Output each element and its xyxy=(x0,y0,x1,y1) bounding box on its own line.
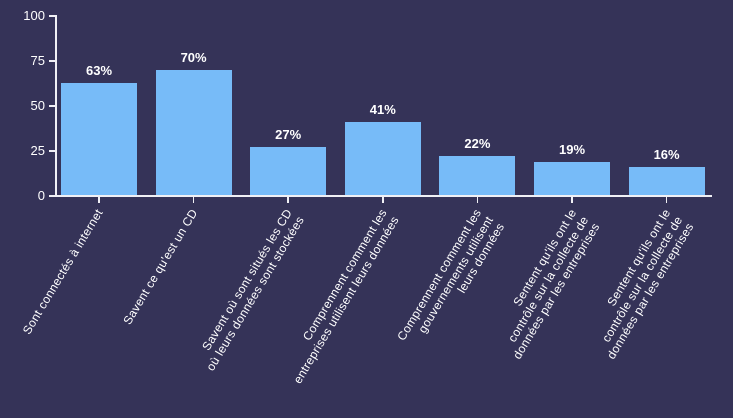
bar xyxy=(534,161,610,195)
x-axis-category-label: Savent où sont situés les CD où leurs don… xyxy=(193,206,308,373)
x-axis-tick xyxy=(192,197,195,203)
bar xyxy=(61,82,137,195)
category-label-line: contrôle sur la collecte de xyxy=(599,213,686,345)
bar-value-label: 22% xyxy=(464,136,491,152)
y-axis-tick xyxy=(49,60,56,62)
y-axis-tick-label: 50 xyxy=(30,98,45,113)
x-axis-category-label: Sont connectés à internet xyxy=(20,206,107,337)
x-axis-tick xyxy=(476,197,479,203)
x-axis-tick xyxy=(665,197,668,203)
category-label-line: gouvernements utilisent xyxy=(415,213,497,336)
category-label-line: Sont connectés à internet xyxy=(20,206,107,337)
bar-value-label: 41% xyxy=(369,102,396,118)
x-axis-line xyxy=(55,195,712,197)
y-axis-tick-label: 0 xyxy=(37,188,45,203)
y-axis-tick xyxy=(49,195,56,197)
y-axis-tick xyxy=(49,15,56,17)
bar xyxy=(439,156,516,195)
y-axis-tick-label: 25 xyxy=(30,143,45,158)
bar xyxy=(155,70,232,195)
bar-value-label: 19% xyxy=(558,141,586,157)
bar-value-label: 27% xyxy=(275,127,302,143)
y-axis-tick xyxy=(49,105,56,107)
y-axis-tick-label: 100 xyxy=(23,8,45,23)
category-label-line: entreprises utilisent leurs données xyxy=(290,213,402,386)
bar-value-label: 16% xyxy=(653,147,680,163)
category-label-line: contrôle sur la collecte de xyxy=(504,213,591,345)
x-axis-tick xyxy=(571,197,573,203)
bar xyxy=(628,167,705,195)
x-axis-tick xyxy=(382,197,384,203)
y-axis-tick xyxy=(49,150,56,152)
bar-value-label: 63% xyxy=(85,62,113,78)
y-axis-line xyxy=(55,15,57,197)
bar-value-label: 70% xyxy=(180,50,207,65)
y-axis-tick-label: 75 xyxy=(30,53,45,68)
x-axis-tick xyxy=(287,197,289,203)
bar xyxy=(250,147,327,195)
bar xyxy=(344,122,421,195)
category-label-line: Savent où sont situés les CD xyxy=(199,206,296,353)
category-label-line: Savent ce qu'est un CD xyxy=(120,206,201,328)
x-axis-tick xyxy=(98,197,100,203)
x-axis-category-label: Savent ce qu'est un CD xyxy=(120,206,201,328)
